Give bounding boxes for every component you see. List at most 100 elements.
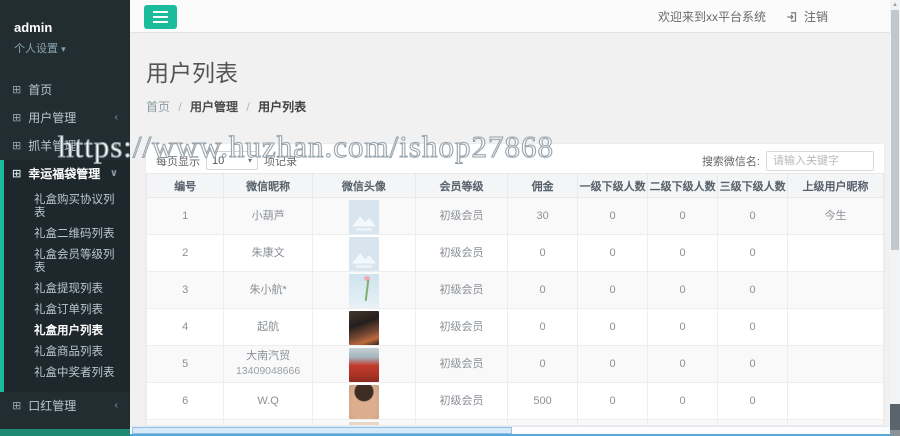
cell-level3-count: 0 [717, 271, 789, 309]
submenu-item[interactable]: 礼盒中奖者列表 [34, 367, 115, 379]
submenu-item[interactable]: 礼盒二维码列表 [34, 228, 115, 240]
scroll-up-arrow-icon[interactable]: ▲ [892, 2, 898, 8]
grid-icon: ⊞ [12, 84, 22, 96]
sidebar-item-label: 幸运福袋管理 [28, 167, 101, 181]
sidebar-item-home[interactable]: ⊞ 首页 [0, 76, 130, 104]
cell-commission: 0 [507, 271, 579, 309]
cell-member-level: 初级会员 [414, 345, 509, 383]
sidebar-item-lipstick-mgmt[interactable]: ⊞ 口红管理 ‹ [0, 392, 130, 420]
cell-level3-count: 0 [717, 382, 789, 420]
nickname-text: 朱小航* [249, 283, 287, 296]
cell-level2-count: 0 [647, 345, 719, 383]
cell-avatar [311, 234, 416, 272]
breadcrumb-separator: / [246, 100, 250, 114]
cell-commission: 0 [507, 234, 579, 272]
sidebar-item-lucky-bag-mgmt[interactable]: ⊞ 幸运福袋管理 ∨ [4, 160, 130, 188]
wechat-avatar-image [348, 347, 379, 382]
sidebar-section-lucky-bag: ⊞ 幸运福袋管理 ∨ 礼盒购买协议列表礼盒二维码列表礼盒会员等级列表礼盒提现列表… [0, 160, 130, 392]
page-size-select[interactable]: 10 ▾ [206, 151, 258, 170]
cell-level1-count: 0 [577, 271, 649, 309]
cell-commission: 0 [507, 308, 579, 346]
wechat-avatar-image [348, 421, 379, 425]
search-control: 搜索微信名: [702, 151, 874, 171]
horizontal-scrollbar[interactable] [130, 426, 890, 436]
grid-icon: ⊞ [12, 140, 22, 152]
cell-parent-nickname [787, 419, 884, 425]
vertical-scrollbar-thumb[interactable] [891, 10, 899, 250]
column-header: 佣金 [507, 173, 579, 198]
table-row: 3 朱小航* 初级会员 0 0 0 0 [146, 271, 884, 309]
nickname-phone-text: 13409048666 [235, 365, 301, 378]
vertical-scrollbar[interactable]: ▲ [890, 0, 900, 436]
cell-member-level: 初级会员 [414, 234, 509, 272]
table-row: 5 大南汽贸 13409048666 初级会员 0 0 0 0 [146, 345, 884, 383]
page-title: 用户列表 [146, 60, 238, 86]
nickname-text: 小葫芦 [251, 209, 285, 222]
user-table: 编号 微信昵称 微信头像 会员等级 佣金 一级下级人数 二级下级人数 三级下级人数 上级用户昵称… [146, 173, 884, 425]
sidebar-item-zhuayang-mgmt[interactable]: ⊞ 抓羊管理 ‹ [0, 132, 130, 160]
cell-serial: 4 [146, 308, 225, 346]
cell-member-level: 初级会员 [414, 271, 509, 309]
breadcrumb-current: 用户列表 [258, 100, 307, 114]
sidebar-item-label: 用户管理 [28, 111, 77, 125]
cell-commission: 0 [507, 345, 579, 383]
cell-nickname: 小葫芦 [223, 197, 313, 235]
submenu-item[interactable]: 礼盒购买协议列表 [34, 194, 115, 219]
cell-level1-count: 0 [577, 234, 649, 272]
cell-serial: 5 [146, 345, 225, 383]
page-size-prefix: 每页显示 [156, 155, 200, 168]
caret-down-icon: ▾ [61, 44, 66, 54]
cell-member-level [414, 419, 509, 425]
column-header: 一级下级人数 [577, 173, 649, 198]
cell-avatar [311, 271, 416, 309]
breadcrumb-home[interactable]: 首页 [146, 100, 171, 114]
cell-level2-count: 0 [647, 382, 719, 420]
submenu-item[interactable]: 礼盒提现列表 [34, 283, 103, 295]
cell-member-level: 初级会员 [414, 308, 509, 346]
cell-level2-count: 0 [647, 271, 719, 309]
topbar-right: 欢迎来到xx平台系统 注销 [658, 0, 828, 33]
submenu-item[interactable]: 礼盒会员等级列表 [34, 249, 115, 274]
cell-nickname: 朱小航* [223, 271, 313, 309]
grid-icon: ⊞ [12, 400, 22, 412]
cell-level1-count: 0 [577, 345, 649, 383]
sidebar-toggle-button[interactable] [144, 5, 177, 29]
cell-serial: 6 [146, 382, 225, 420]
table-row: 2 朱康文 初级会员 0 0 0 0 [146, 234, 884, 272]
personal-settings-dropdown[interactable]: 个人设置 ▾ [14, 40, 116, 56]
submenu-item[interactable]: 礼盒用户列表 [34, 325, 103, 337]
table-row: 6 W.Q 初级会员 500 0 0 0 [146, 382, 884, 420]
cell-serial: 2 [146, 234, 225, 272]
scrollbar-corner [890, 430, 900, 436]
column-header: 会员等级 [414, 173, 509, 198]
sidebar-item-user-mgmt[interactable]: ⊞ 用户管理 ‹ [0, 104, 130, 132]
submenu-item[interactable]: 礼盒商品列表 [34, 346, 103, 358]
cell-parent-nickname: 今生 [787, 197, 884, 235]
horizontal-scrollbar-thumb[interactable] [132, 427, 512, 434]
cell-serial: 3 [146, 271, 225, 309]
page-heading: 用户列表 首页 / 用户管理 / 用户列表 [130, 34, 890, 115]
cell-level2-count: 0 [647, 308, 719, 346]
column-header: 二级下级人数 [647, 173, 719, 198]
sidebar-item-label: 抓羊管理 [28, 139, 77, 153]
caret-down-icon: ▾ [247, 156, 252, 165]
cell-nickname: 朱康文 [223, 234, 313, 272]
search-input[interactable] [766, 151, 874, 171]
cell-serial: 1 [146, 197, 225, 235]
page-size-control: 每页显示 10 ▾ 项记录 [156, 151, 297, 170]
cell-level1-count: 0 [577, 197, 649, 235]
cell-nickname [223, 419, 313, 425]
grid-icon: ⊞ [12, 112, 22, 124]
chevron-left-icon: ‹ [114, 112, 118, 123]
cell-avatar [311, 197, 416, 235]
table-row [146, 419, 884, 425]
chevron-down-icon: ∨ [109, 168, 118, 179]
cell-nickname: W.Q [223, 382, 313, 420]
logout-button[interactable]: 注销 [786, 8, 828, 25]
nickname-text: W.Q [257, 394, 279, 407]
submenu-item[interactable]: 礼盒订单列表 [34, 304, 103, 316]
cell-parent-nickname [787, 234, 884, 272]
breadcrumb-user-mgmt[interactable]: 用户管理 [190, 100, 239, 114]
table-row: 1 小葫芦 初级会员 30 0 0 0 今生 [146, 197, 884, 235]
